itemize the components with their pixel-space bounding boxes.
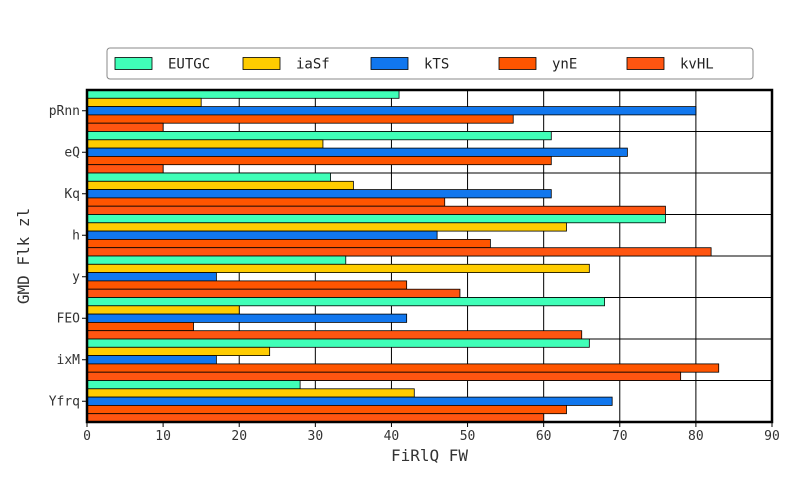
x-axis-ticks: 0 10 20 30 40 50 60 70 80 90: [83, 422, 780, 444]
x-axis-title: FiRlQ FW: [391, 446, 468, 465]
bars: [86, 89, 720, 423]
bar-ynE-FEO: [86, 321, 194, 332]
legend-label-EUTGC: EUTGC: [168, 57, 210, 73]
plot-frame: [85, 88, 774, 424]
bar-ynE-pRnn: [86, 114, 514, 124]
x-tick-label: 20: [231, 429, 247, 444]
legend-label-ynE: ynE: [552, 57, 577, 73]
legend-swatch-ynE: [498, 57, 537, 70]
bar-EUTGC-FEO: [86, 297, 605, 307]
bar-kTS-eQ: [86, 147, 628, 157]
bar-ynE-eQ: [86, 155, 552, 166]
legend-swatch-kvHL: [626, 57, 665, 70]
bar-EUTGC-h: [86, 214, 666, 224]
x-tick-label: 50: [460, 429, 476, 444]
bar-iaSf-h: [86, 222, 567, 232]
x-tick-label: 0: [83, 429, 91, 444]
legend-label-kvHL: kvHL: [680, 57, 714, 73]
bar-kvHL-ixM: [86, 371, 682, 381]
bar-iaSf-Yfrq: [86, 388, 415, 398]
bar-iaSf-ixM: [86, 346, 271, 356]
bar-kTS-Yfrq: [86, 396, 613, 406]
y-tick-label: pRnn: [49, 104, 80, 119]
y-tick-label: Yfrq: [49, 394, 80, 409]
bar-EUTGC-eQ: [86, 131, 552, 141]
x-tick-label: 60: [536, 429, 552, 444]
y-tick-label: FEO: [57, 311, 81, 326]
bar-kvHL-h: [86, 247, 712, 257]
bar-EUTGC-Kq: [86, 172, 331, 182]
bar-kvHL-pRnn: [86, 122, 164, 132]
y-tick-label: y: [72, 270, 80, 285]
legend-swatch-kTS: [370, 57, 409, 70]
x-tick-label: 80: [688, 429, 704, 444]
bar-iaSf-pRnn: [86, 97, 202, 108]
bar-EUTGC-y: [86, 255, 347, 265]
legend-swatch-EUTGC: [114, 57, 153, 70]
legend-label-kTS: kTS: [424, 57, 449, 73]
bar-kTS-pRnn: [86, 106, 697, 116]
x-tick-label: 40: [384, 429, 400, 444]
bar-iaSf-eQ: [86, 139, 324, 149]
y-tick-label: ixM: [57, 353, 81, 368]
bar-iaSf-FEO: [86, 305, 240, 315]
y-axis-title: GMD Flk zl: [14, 208, 33, 304]
bar-ynE-ixM: [86, 363, 720, 373]
bar-kvHL-FEO: [86, 330, 583, 340]
x-tick-label: 70: [612, 429, 628, 444]
legend-label-iaSf: iaSf: [296, 57, 330, 73]
bar-kTS-Kq: [86, 189, 552, 199]
legend: EUTGC iaSf kTS ynE kvHL: [106, 47, 754, 80]
bar-kTS-y: [86, 272, 217, 282]
bar-kTS-FEO: [86, 313, 408, 323]
bar-kvHL-y: [86, 288, 461, 298]
bar-kvHL-Kq: [86, 205, 666, 215]
legend-box: [106, 47, 754, 80]
bar-ynE-Yfrq: [86, 404, 567, 415]
bar-iaSf-Kq: [86, 180, 354, 191]
x-tick-label: 90: [764, 429, 780, 444]
bar-kvHL-eQ: [86, 164, 164, 174]
bar-ynE-Kq: [86, 197, 446, 207]
y-tick-label: Kq: [64, 187, 80, 202]
y-axis-ticks: pRnn eQ Kq h y FEO ixM Yfrq: [49, 104, 87, 409]
bar-kTS-h: [86, 230, 438, 240]
bar-EUTGC-Yfrq: [86, 380, 301, 390]
bar-iaSf-y: [86, 263, 590, 273]
bar-ynE-y: [86, 280, 408, 290]
y-tick-label: eQ: [64, 145, 80, 160]
bar-EUTGC-ixM: [86, 338, 590, 348]
legend-swatch-iaSf: [242, 57, 281, 70]
x-tick-label: 10: [155, 429, 171, 444]
x-tick-label: 30: [308, 429, 324, 444]
bar-ynE-h: [86, 238, 491, 249]
y-tick-label: h: [72, 228, 80, 243]
bar-kTS-ixM: [86, 355, 217, 365]
